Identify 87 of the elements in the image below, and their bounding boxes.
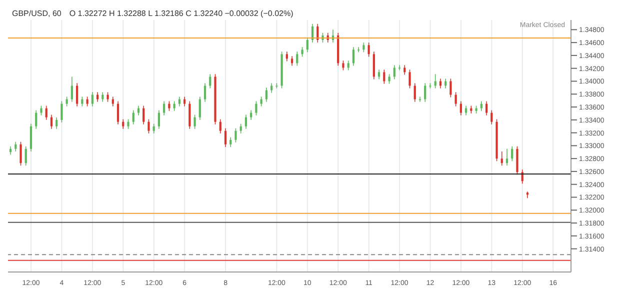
candlestick (127, 118, 130, 130)
candlestick (516, 146, 518, 176)
candlestick (81, 96, 84, 107)
candlestick (393, 64, 396, 80)
candlestick (480, 100, 482, 112)
candlestick (301, 46, 304, 58)
candlestick (450, 78, 452, 98)
candlestick (45, 105, 48, 120)
candlestick (96, 92, 99, 102)
candlestick (204, 82, 206, 102)
candlestick (398, 64, 401, 71)
candlestick (116, 100, 120, 125)
candlestick (158, 110, 160, 130)
chart-title: GBP/USD, 60 (12, 9, 62, 18)
candlestick (230, 136, 232, 148)
candlestick (434, 74, 436, 89)
candlestick (148, 118, 150, 134)
candlestick (66, 96, 68, 107)
candlestick (35, 110, 38, 130)
candlestick (500, 151, 503, 166)
candlestick (168, 100, 170, 112)
candlestick (244, 114, 248, 130)
candlestick (40, 105, 42, 116)
candlestick (188, 100, 191, 130)
candlestick (296, 51, 298, 66)
candlestick (102, 92, 104, 102)
candlestick (383, 69, 386, 84)
candlestick (183, 96, 186, 107)
candlestick (209, 74, 212, 89)
candlestick (265, 87, 268, 102)
candlestick (286, 51, 288, 62)
candlestick (511, 146, 514, 162)
candlestick (408, 69, 411, 89)
candlestick (224, 128, 227, 148)
candlestick (372, 51, 375, 80)
candlestick (490, 110, 493, 125)
candlestick (20, 141, 22, 166)
candlestick (91, 92, 94, 107)
candlestick (14, 141, 17, 152)
candlestick (30, 123, 32, 152)
candlestick (56, 116, 58, 130)
candlestick (362, 42, 365, 53)
candlestick (358, 46, 360, 53)
candlestick (424, 82, 426, 102)
candlestick (388, 74, 390, 84)
candlestick (485, 100, 488, 116)
candlestick (60, 100, 63, 123)
candlestick (439, 78, 442, 89)
candlestick (178, 96, 180, 107)
candlestick (173, 100, 176, 112)
candlestick (163, 100, 166, 116)
candlestick (50, 114, 53, 130)
chart-subtitle: O 1.32272 H 1.32288 L 1.32186 C 1.32240 −0.00032 (−0.02%) (69, 9, 294, 18)
candlestick (460, 100, 462, 116)
candlestick (347, 60, 350, 71)
candlestick (368, 42, 370, 58)
candlestick (132, 110, 134, 125)
candlestick (137, 105, 140, 116)
candlestick (378, 69, 380, 80)
candlestick (506, 148, 508, 166)
candlestick (255, 100, 258, 116)
candlestick (194, 114, 196, 130)
candlestick (76, 82, 78, 107)
candlestick (142, 105, 145, 125)
candlestick (342, 60, 344, 71)
candlestick (152, 123, 155, 134)
candlestick (240, 123, 242, 134)
candlestick (260, 96, 262, 107)
candlestick (414, 82, 416, 102)
candlestick (454, 92, 457, 107)
candlestick (270, 82, 273, 94)
candlestick (306, 37, 308, 53)
candlestick (122, 118, 124, 130)
candlestick (70, 76, 73, 102)
candlestick (86, 96, 88, 107)
candlestick (234, 128, 237, 143)
candlestick (464, 105, 468, 116)
candlestick (106, 92, 109, 102)
candlestick (250, 110, 252, 120)
candlestick (198, 96, 201, 120)
candlestick (352, 46, 354, 66)
candlestick (404, 64, 406, 76)
candlestick (112, 96, 114, 107)
candlestick (24, 146, 27, 166)
candlestick (219, 118, 222, 134)
candlestick (290, 56, 294, 66)
candlestick (444, 78, 447, 89)
